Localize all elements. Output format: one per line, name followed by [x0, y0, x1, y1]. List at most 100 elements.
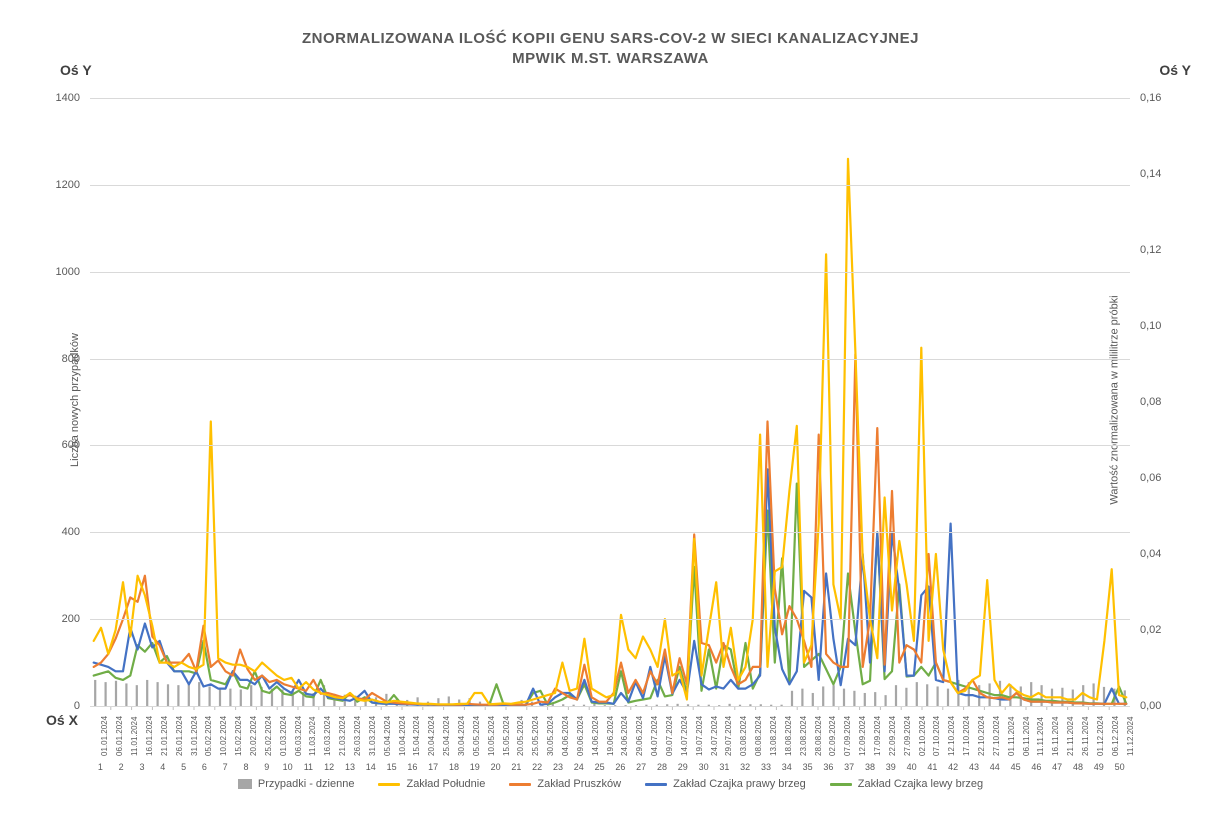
y-right-tick: 0,08 [1140, 396, 1180, 408]
bar [1009, 684, 1011, 706]
y-right-tick: 0,06 [1140, 472, 1180, 484]
x-week-label: 11 [304, 762, 313, 772]
x-week-label: 2 [119, 762, 124, 772]
legend-item-s2: Zakład Pruszków [509, 778, 621, 790]
x-week-label: 17 [428, 762, 438, 772]
x-date-label: 02.10.2024 [918, 716, 927, 756]
axis-y-label-short-left: Oś Y [60, 62, 92, 78]
chart-title-line2: MPWIK M.ST. WARSZAWA [0, 50, 1221, 67]
bar [136, 685, 138, 706]
y-left-tick: 1000 [40, 266, 80, 278]
x-date-label: 01.12.2024 [1096, 716, 1105, 756]
x-date-label: 30.04.2024 [457, 716, 466, 756]
y-left-tick: 800 [40, 353, 80, 365]
x-week-label: 33 [761, 762, 771, 772]
x-week-label: 30 [699, 762, 709, 772]
x-date-label: 31.03.2024 [368, 716, 377, 756]
bar [916, 682, 918, 706]
legend: Przypadki - dzienne Zakład Południe Zakł… [0, 778, 1221, 790]
bar [843, 689, 845, 706]
x-date-label: 16.11.2024 [1051, 717, 1060, 756]
bar [853, 691, 855, 706]
x-week-label: 37 [844, 762, 854, 772]
x-date-label: 06.01.2024 [115, 716, 124, 756]
x-date-label: 03.08.2024 [739, 716, 748, 756]
x-date-label: 04.06.2024 [561, 716, 570, 756]
bar [822, 686, 824, 706]
bar [188, 683, 190, 706]
chart-wrapper: ZNORMALIZOWANA ILOŚĆ KOPII GENU SARS-COV… [0, 0, 1221, 816]
x-week-label: 46 [1031, 762, 1041, 772]
x-week-label: 4 [160, 762, 165, 772]
bar [146, 680, 148, 706]
x-week-label: 35 [803, 762, 813, 772]
x-date-label: 09.06.2024 [576, 716, 585, 756]
x-date-label: 05.05.2024 [472, 716, 481, 756]
bar [105, 682, 107, 706]
x-week-label: 1 [98, 762, 103, 772]
x-week-label: 40 [907, 762, 917, 772]
bar [885, 695, 887, 706]
x-week-label: 41 [927, 762, 937, 772]
x-date-label: 02.09.2024 [828, 716, 837, 756]
legend-label-s4: Zakład Czajka lewy brzeg [858, 778, 983, 790]
x-date-label: 31.01.2024 [190, 716, 199, 756]
x-date-label: 07.09.2024 [843, 716, 852, 756]
x-date-label: 27.10.2024 [992, 716, 1001, 756]
x-week-label: 10 [283, 762, 293, 772]
bar [926, 684, 928, 706]
axis-y-label-short-right: Oś Y [1159, 62, 1191, 78]
legend-swatch-bars [238, 779, 252, 789]
x-date-label: 14.07.2024 [680, 716, 689, 756]
x-date-label: 15.05.2024 [502, 716, 511, 756]
legend-label-s2: Zakład Pruszków [537, 778, 621, 790]
x-date-label: 26.11.2024 [1081, 717, 1090, 756]
bar [937, 686, 939, 706]
bar [791, 691, 793, 706]
bar [874, 692, 876, 706]
x-date-label: 30.05.2024 [546, 716, 555, 756]
legend-swatch-s1 [378, 783, 400, 786]
x-date-label: 01.01.2024 [100, 716, 109, 756]
y-right-tick: 0,02 [1140, 624, 1180, 636]
x-week-label: 16 [407, 762, 417, 772]
x-date-label: 11.12.2024 [1126, 717, 1135, 756]
x-week-label: 6 [202, 762, 207, 772]
x-week-label: 29 [678, 762, 688, 772]
x-date-label: 12.10.2024 [947, 716, 956, 756]
x-date-label: 12.09.2024 [858, 716, 867, 756]
x-week-label: 14 [366, 762, 376, 772]
x-date-label: 06.03.2024 [294, 716, 303, 756]
x-week-label: 28 [657, 762, 667, 772]
x-date-label: 23.08.2024 [799, 716, 808, 756]
x-week-label: 21 [511, 762, 521, 772]
x-axis-labels: 01.01.202406.01.202411.01.202416.01.2024… [90, 712, 1130, 772]
bar [947, 689, 949, 706]
x-date-label: 15.04.2024 [412, 716, 421, 756]
x-week-label: 47 [1052, 762, 1062, 772]
bar [240, 690, 242, 707]
x-date-label: 01.11.2024 [1007, 717, 1016, 756]
x-date-label: 20.05.2024 [516, 716, 525, 756]
bar [198, 682, 200, 706]
x-date-label: 20.02.2024 [249, 716, 258, 756]
y-right-tick: 0,00 [1140, 700, 1180, 712]
y-right-tick: 0,16 [1140, 92, 1180, 104]
legend-swatch-s3 [645, 783, 667, 786]
x-week-label: 44 [990, 762, 1000, 772]
x-date-label: 04.07.2024 [650, 716, 659, 756]
legend-item-bars: Przypadki - dzienne [238, 778, 355, 790]
x-week-label: 18 [449, 762, 459, 772]
legend-label-s3: Zakład Czajka prawy brzeg [673, 778, 806, 790]
x-date-label: 19.06.2024 [606, 716, 615, 756]
x-date-label: 08.08.2024 [754, 716, 763, 756]
x-date-label: 26.03.2024 [353, 716, 362, 756]
y-right-tick: 0,10 [1140, 320, 1180, 332]
x-date-label: 11.11.2024 [1036, 717, 1045, 756]
axis-x-label-short: Oś X [46, 712, 78, 728]
x-date-label: 20.04.2024 [427, 716, 436, 756]
y-right-tick: 0,14 [1140, 168, 1180, 180]
line-s1 [94, 159, 1127, 705]
x-week-label: 48 [1073, 762, 1083, 772]
x-date-label: 10.05.2024 [487, 716, 496, 756]
